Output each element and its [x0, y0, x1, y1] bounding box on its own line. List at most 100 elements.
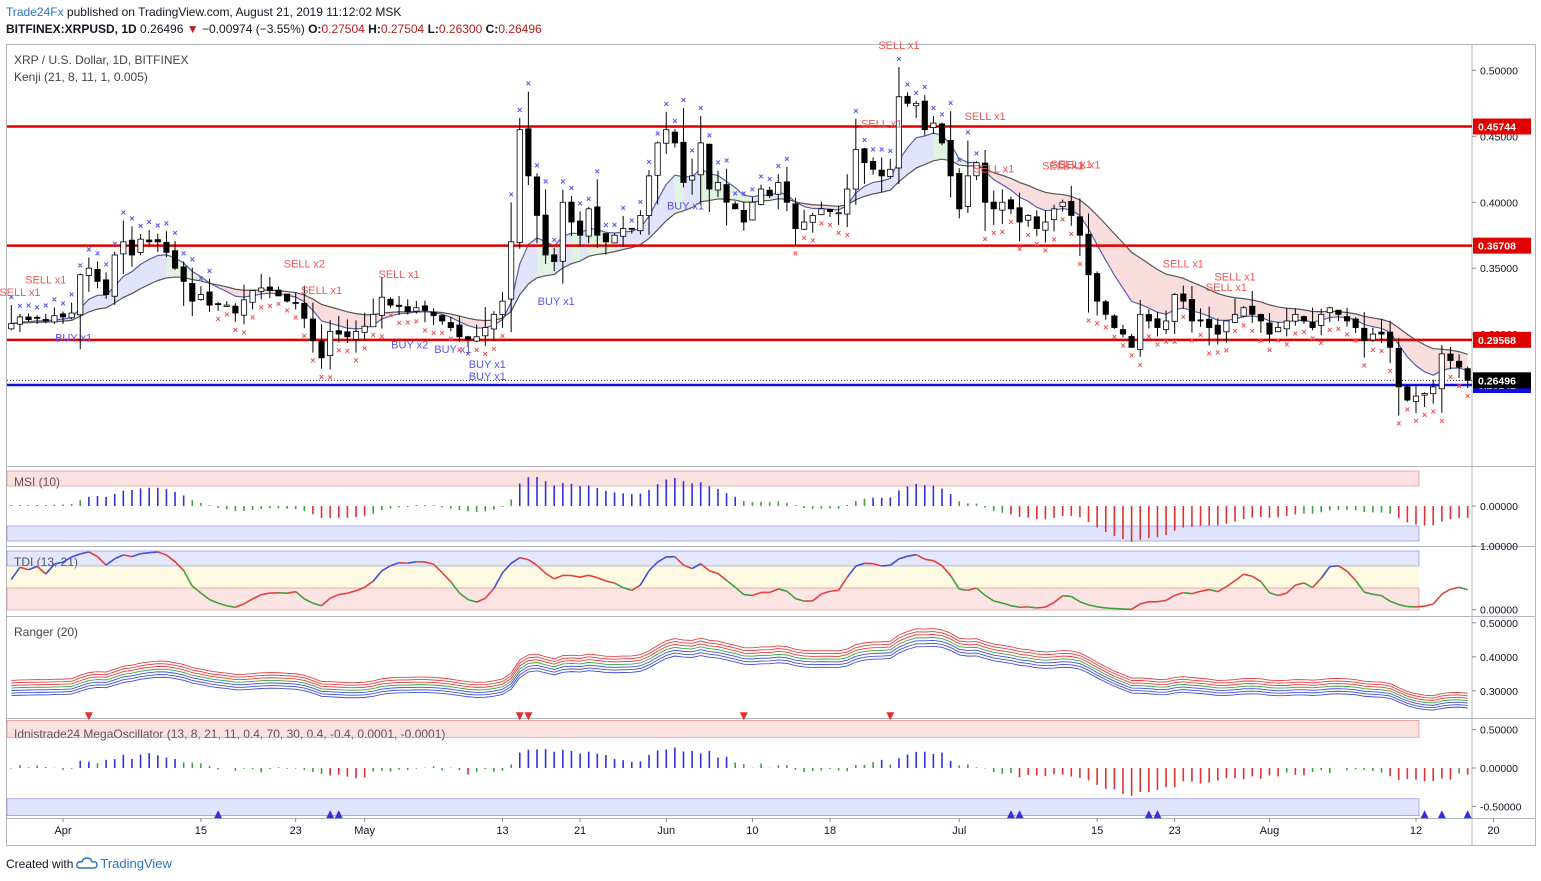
candle[interactable]	[740, 201, 747, 231]
candle[interactable]	[59, 311, 67, 324]
candle[interactable]	[1464, 366, 1471, 388]
candle[interactable]	[551, 247, 558, 272]
candle[interactable]	[1059, 199, 1066, 212]
candle[interactable]	[361, 312, 368, 341]
candle[interactable]	[1378, 319, 1385, 344]
candle[interactable]	[258, 273, 265, 300]
candle[interactable]	[464, 335, 472, 346]
candle[interactable]	[542, 189, 549, 264]
candle[interactable]	[1309, 307, 1316, 331]
candle[interactable]	[404, 299, 411, 315]
candle[interactable]	[1430, 379, 1437, 404]
candle[interactable]	[1335, 309, 1342, 321]
candle[interactable]	[680, 108, 687, 188]
candle[interactable]	[1395, 338, 1402, 416]
candle[interactable]	[1076, 198, 1083, 256]
candle[interactable]	[352, 320, 360, 353]
candle[interactable]	[284, 293, 291, 303]
candle[interactable]	[516, 117, 523, 249]
candle[interactable]	[197, 286, 204, 301]
candle[interactable]	[921, 95, 928, 136]
candle[interactable]	[792, 197, 799, 246]
candle[interactable]	[938, 122, 946, 146]
candle[interactable]	[456, 316, 463, 342]
candle[interactable]	[732, 201, 739, 210]
candle[interactable]	[990, 190, 997, 225]
candle[interactable]	[1102, 300, 1109, 320]
candle[interactable]	[809, 212, 816, 233]
candle[interactable]	[1326, 306, 1333, 323]
candle[interactable]	[568, 195, 575, 237]
candle[interactable]	[137, 233, 144, 256]
candle[interactable]	[1188, 285, 1195, 333]
candle[interactable]	[878, 157, 885, 193]
candle[interactable]	[387, 297, 394, 308]
candle[interactable]	[94, 261, 101, 289]
candle[interactable]	[25, 313, 32, 322]
candle[interactable]	[1094, 271, 1101, 316]
candle[interactable]	[1387, 320, 1394, 364]
candle[interactable]	[602, 233, 609, 255]
candle[interactable]	[370, 298, 377, 328]
candle[interactable]	[861, 147, 868, 184]
candle[interactable]	[723, 168, 730, 226]
candle[interactable]	[913, 100, 920, 119]
candle[interactable]	[42, 313, 49, 324]
candle[interactable]	[1343, 307, 1351, 327]
candle[interactable]	[775, 174, 782, 210]
candle[interactable]	[1257, 313, 1264, 333]
candle[interactable]	[826, 208, 834, 218]
candle[interactable]	[1447, 346, 1454, 370]
candle[interactable]	[396, 296, 403, 316]
candle[interactable]	[1223, 320, 1230, 343]
candle[interactable]	[757, 184, 765, 206]
candle[interactable]	[163, 231, 170, 258]
candle[interactable]	[128, 226, 136, 267]
candle[interactable]	[706, 143, 713, 213]
publisher-name[interactable]: Trade24Fx	[6, 5, 64, 19]
candle[interactable]	[508, 202, 515, 333]
candle[interactable]	[1068, 185, 1075, 226]
candle[interactable]	[473, 324, 480, 343]
candle[interactable]	[1128, 333, 1135, 348]
candle[interactable]	[1300, 315, 1308, 324]
candle[interactable]	[1421, 392, 1428, 407]
candle[interactable]	[559, 189, 566, 284]
candle[interactable]	[1318, 308, 1325, 336]
candle[interactable]	[628, 227, 635, 234]
candle[interactable]	[749, 197, 756, 221]
candle[interactable]	[973, 161, 980, 180]
candle[interactable]	[895, 67, 902, 185]
candle[interactable]	[766, 186, 773, 199]
candle[interactable]	[249, 289, 256, 310]
candle[interactable]	[1206, 306, 1213, 346]
candle[interactable]	[1369, 327, 1376, 343]
candle[interactable]	[1352, 317, 1359, 334]
candle[interactable]	[1283, 308, 1290, 337]
candle[interactable]	[240, 284, 248, 325]
candle[interactable]	[1154, 311, 1161, 337]
candle[interactable]	[85, 257, 92, 292]
candle[interactable]	[697, 115, 704, 206]
candle[interactable]	[378, 276, 385, 329]
candle[interactable]	[783, 166, 790, 212]
candle[interactable]	[887, 158, 894, 179]
candle[interactable]	[663, 111, 670, 154]
candle[interactable]	[947, 111, 954, 198]
candle[interactable]	[77, 273, 84, 350]
candle[interactable]	[34, 315, 41, 324]
candle[interactable]	[309, 302, 316, 353]
candle[interactable]	[1007, 196, 1015, 215]
candle[interactable]	[844, 174, 851, 228]
candle[interactable]	[275, 286, 282, 297]
candle[interactable]	[439, 314, 446, 325]
candle[interactable]	[335, 315, 342, 343]
candle[interactable]	[1292, 308, 1299, 326]
candle[interactable]	[1119, 324, 1127, 338]
candle[interactable]	[611, 232, 618, 244]
candle[interactable]	[956, 168, 963, 219]
candle[interactable]	[801, 209, 808, 231]
candle[interactable]	[292, 292, 299, 310]
candle[interactable]	[413, 301, 420, 314]
